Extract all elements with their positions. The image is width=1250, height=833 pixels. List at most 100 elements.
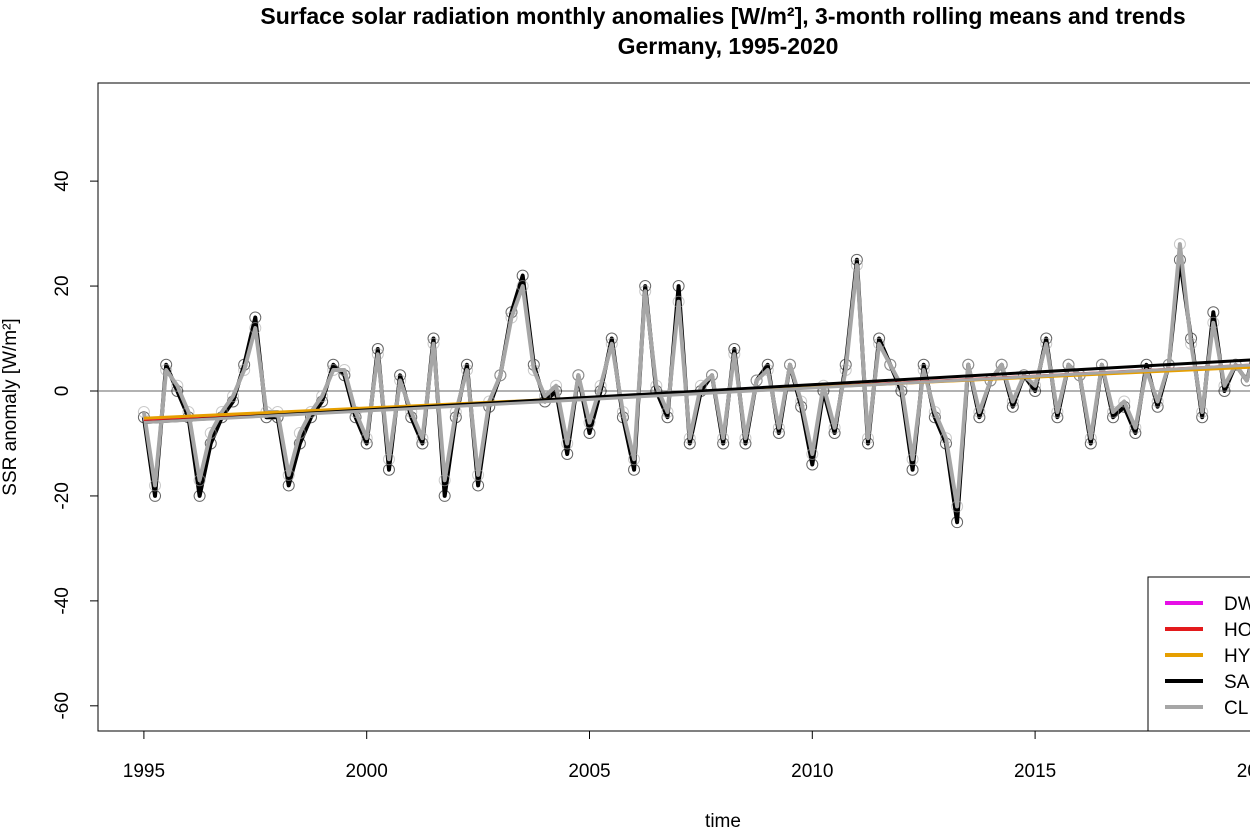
data-point: [672, 280, 685, 293]
plot-frame: [97, 82, 1250, 732]
data-point: [639, 285, 652, 298]
data-point: [583, 426, 596, 439]
data-point: [360, 432, 373, 445]
data-point: [550, 379, 563, 392]
legend-label: SA: [1224, 672, 1250, 693]
data-point: [472, 479, 485, 492]
data-point: [382, 463, 395, 476]
x-tick-label: 2010: [791, 761, 833, 782]
data-point: [973, 405, 986, 418]
x-tick-label: 2000: [346, 761, 388, 782]
data-point: [204, 426, 217, 439]
data-point: [227, 390, 240, 403]
data-point: [460, 364, 473, 377]
data-point: [594, 379, 607, 392]
data-point: [928, 405, 941, 418]
data-point: [873, 337, 886, 350]
data-point: [628, 453, 641, 466]
data-point: [193, 474, 206, 487]
data-point: [1118, 395, 1131, 408]
data-point: [906, 453, 919, 466]
data-point: [951, 500, 964, 513]
data-point: [806, 447, 819, 460]
data-point: [761, 364, 774, 377]
data-point: [494, 369, 507, 382]
data-point: [795, 395, 808, 408]
data-point: [806, 458, 819, 471]
data-point: [772, 421, 785, 434]
data-point: [1207, 316, 1220, 329]
legend-label: HY: [1224, 646, 1250, 667]
data-point: [962, 358, 975, 371]
data-point: [739, 432, 752, 445]
data-point: [1129, 421, 1142, 434]
data-point: [951, 516, 964, 529]
x-tick-label: 1995: [123, 761, 165, 782]
series-line: [141, 242, 1250, 509]
data-point: [382, 453, 395, 466]
data-point: [427, 337, 440, 350]
data-point: [1029, 379, 1042, 392]
x-tick-label: 2005: [568, 761, 610, 782]
y-tick-label: 0: [52, 386, 73, 397]
data-point: [1051, 405, 1064, 418]
y-tick-label: -20: [52, 482, 73, 509]
data-point: [338, 364, 351, 377]
y-tick-label: -40: [52, 587, 73, 614]
data-point: [583, 416, 596, 429]
chart-subtitle: Germany, 1995-2020: [618, 33, 839, 59]
data-point: [861, 432, 874, 445]
data-point: [750, 374, 763, 387]
data-point: [238, 364, 251, 377]
data-point: [1207, 306, 1220, 319]
data-point: [683, 432, 696, 445]
data-point: [884, 358, 897, 371]
data-point: [438, 489, 451, 502]
data-point: [282, 479, 295, 492]
data-point: [394, 374, 407, 387]
data-point: [505, 311, 518, 324]
data-point: [650, 379, 663, 392]
data-point: [1095, 358, 1108, 371]
data-point: [906, 463, 919, 476]
data-point: [995, 358, 1008, 371]
data-point: [282, 468, 295, 481]
data-point: [616, 405, 629, 418]
trend-line: [143, 363, 1250, 424]
x-tick-label: 2020: [1237, 761, 1250, 782]
data-point: [1006, 395, 1019, 408]
data-point: [628, 463, 641, 476]
data-point: [1173, 238, 1186, 251]
y-tick-label: 20: [52, 275, 73, 296]
data-point: [572, 369, 585, 382]
data-point: [1240, 374, 1250, 387]
data-point: [149, 489, 162, 502]
data-point: [527, 364, 540, 377]
data-point: [149, 479, 162, 492]
data-point: [605, 337, 618, 350]
data-point: [561, 437, 574, 450]
data-point: [171, 379, 184, 392]
data-point: [828, 421, 841, 434]
y-tick-label: 40: [52, 171, 73, 192]
data-point: [1084, 432, 1097, 445]
data-point: [193, 489, 206, 502]
data-point: [1040, 337, 1053, 350]
data-point: [917, 364, 930, 377]
data-point: [316, 390, 329, 403]
data-point: [561, 447, 574, 460]
data-point: [728, 348, 741, 361]
data-point: [371, 348, 384, 361]
data-point: [1185, 337, 1198, 350]
data-point: [661, 405, 674, 418]
data-point: [939, 432, 952, 445]
data-point: [438, 474, 451, 487]
y-axis-label: SSR anomaly [W/m²]: [0, 318, 21, 495]
data-point: [1196, 405, 1209, 418]
data-point: [516, 269, 529, 282]
legend-label: HO: [1224, 620, 1250, 641]
data-point: [706, 369, 719, 382]
data-point: [850, 259, 863, 272]
data-point: [416, 432, 429, 445]
